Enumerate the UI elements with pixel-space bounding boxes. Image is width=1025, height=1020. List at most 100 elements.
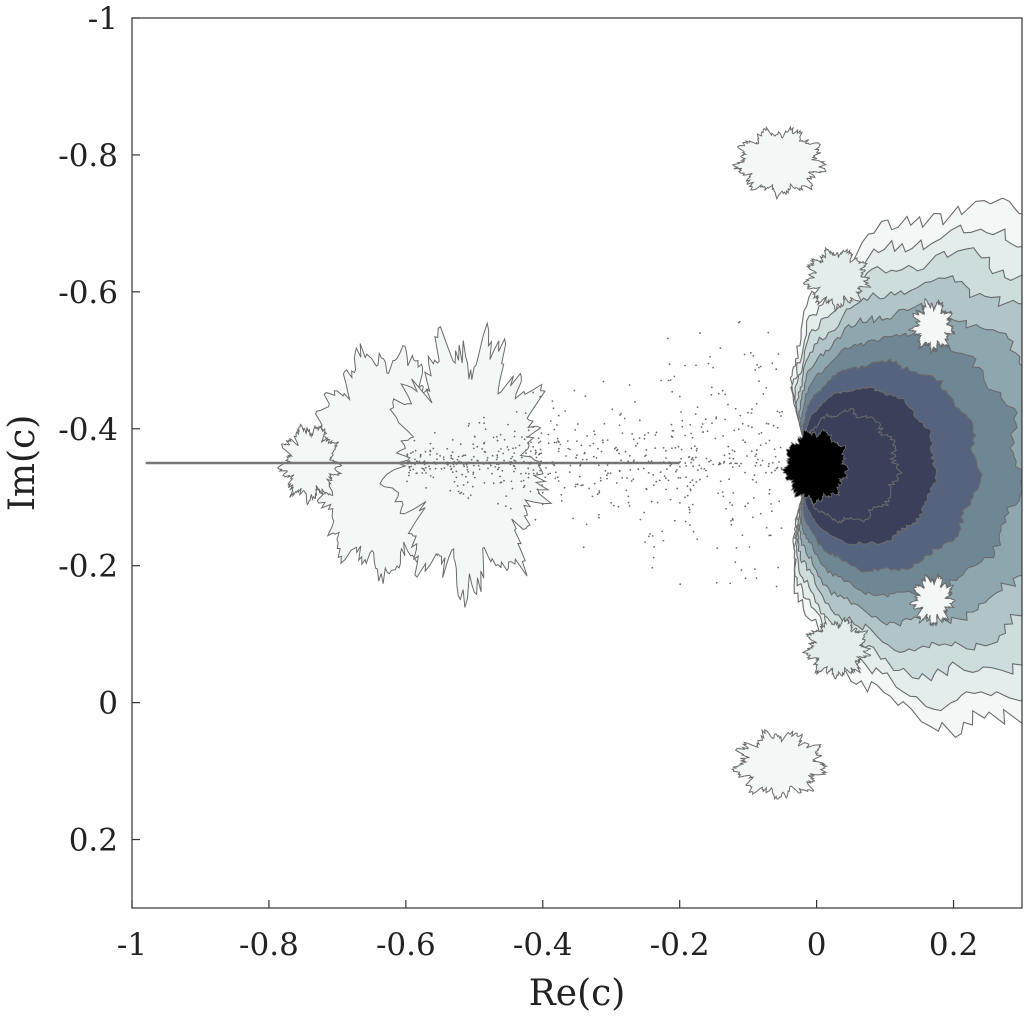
fractal-dust-dot xyxy=(510,457,512,460)
x-tick-label: 0.2 xyxy=(929,927,978,963)
fractal-dust-dot xyxy=(495,458,498,461)
y-tick-label: -1 xyxy=(88,1,118,37)
fractal-dust-dot xyxy=(498,466,500,469)
fractal-dust-dot xyxy=(572,517,574,520)
y-axis: -1 -0.8 -0.6 -0.4 -0.2 0 0.2 xyxy=(58,1,140,859)
fractal-dust-dot xyxy=(581,458,584,461)
fractal-dust-dot xyxy=(527,442,530,445)
fractal-dust-dot xyxy=(406,453,409,456)
fractal-dust-dot xyxy=(643,437,646,440)
fractal-dust-dot xyxy=(722,462,725,464)
fractal-dust-dot xyxy=(690,461,693,464)
fractal-dust-dot xyxy=(627,460,630,463)
fractal-dust-dot xyxy=(654,447,657,449)
fractal-dust-dot xyxy=(688,511,691,514)
fractal-dust-dot xyxy=(553,441,556,444)
fractal-dust-dot xyxy=(679,502,681,504)
fractal-dust-dot xyxy=(769,534,772,537)
fractal-dust-dot xyxy=(439,455,441,457)
fractal-dust-dot xyxy=(742,439,744,442)
fractal-dust-dot xyxy=(559,443,562,446)
fractal-dust-dot xyxy=(665,457,667,459)
fractal-dust-dot xyxy=(631,433,634,435)
fractal-dust-dot xyxy=(659,471,662,473)
fractal-dust-dot xyxy=(576,440,578,442)
fractal-dust-dot xyxy=(560,500,563,502)
fractal-dust-dot xyxy=(667,379,670,382)
fractal-dust-dot xyxy=(765,526,768,529)
y-tick-label: 0 xyxy=(98,686,118,722)
fractal-dust-dot xyxy=(461,455,464,458)
fractal-dust-dot xyxy=(771,461,774,464)
fractal-dust-dot xyxy=(443,458,445,461)
fractal-dust-dot xyxy=(703,468,706,470)
fractal-dust-dot xyxy=(621,477,624,479)
fractal-dust-dot xyxy=(440,467,443,470)
fractal-dust-dot xyxy=(645,449,648,451)
fractal-dust-dot xyxy=(598,490,601,492)
fractal-dust-dot xyxy=(529,450,532,452)
fractal-dust-dot xyxy=(706,430,709,432)
fractal-dust-dot xyxy=(662,461,665,463)
fractal-dust-dot xyxy=(429,442,432,445)
fractal-dust-dot xyxy=(684,434,686,437)
fractal-dust-dot xyxy=(483,441,486,444)
fractal-dust-dot xyxy=(460,491,463,494)
fractal-bulb-left-middle xyxy=(379,321,553,608)
fractal-dust-dot xyxy=(734,407,737,410)
fractal-dust-dot xyxy=(706,475,709,478)
fractal-dust-dot xyxy=(508,461,511,464)
fractal-dust-dot xyxy=(419,456,422,458)
fractal-dust-dot xyxy=(765,422,768,425)
fractal-dust-dot xyxy=(615,446,617,449)
fractal-dust-dot xyxy=(514,447,517,449)
fractal-dust-dot xyxy=(412,468,415,471)
fractal-dust-dot xyxy=(695,449,698,452)
fractal-dust-dot xyxy=(618,469,621,472)
fractal-dust-dot xyxy=(549,420,552,422)
fractal-dust-dot xyxy=(497,468,499,471)
fractal-dust-dot xyxy=(651,566,654,569)
fractal-dust-dot xyxy=(767,423,770,425)
fractal-dust-dot xyxy=(681,419,684,422)
fractal-dust-dot xyxy=(527,429,530,432)
fractal-dust-dot xyxy=(676,487,679,490)
fractal-dust-dot xyxy=(765,387,768,389)
fractal-dust-dot xyxy=(679,583,682,586)
fractal-dust-dot xyxy=(560,493,563,496)
fractal-dust-dot xyxy=(692,459,695,461)
fractal-dust-dot xyxy=(580,444,583,447)
fractal-dust-dot xyxy=(599,479,602,482)
fractal-dust-dot xyxy=(545,467,547,469)
fractal-dust-dot xyxy=(495,435,498,438)
fractal-dust-dot xyxy=(478,421,481,424)
fractal-dust-dot xyxy=(409,469,412,472)
fractal-dust-dot xyxy=(499,433,502,436)
fractal-dust-dot xyxy=(721,389,724,392)
fractal-dust-dot xyxy=(607,462,609,464)
fractal-dust-dot xyxy=(591,495,594,498)
fractal-dust-dot xyxy=(453,465,455,468)
fractal-dust-dot xyxy=(486,456,489,459)
fractal-dust-dot xyxy=(614,462,617,465)
fractal-dust-dot xyxy=(675,462,678,465)
fractal-dust-dot xyxy=(574,485,577,488)
fractal-dust-dot xyxy=(496,456,499,459)
y-axis-label: Im(c) xyxy=(2,415,43,512)
fractal-dust-dot xyxy=(432,447,435,450)
fractal-dust-dot xyxy=(768,439,771,442)
fractal-dust-dot xyxy=(456,458,459,461)
x-tick-label: 0 xyxy=(807,927,827,963)
fractal-dust-dot xyxy=(551,400,554,402)
fractal-dust-dot xyxy=(484,428,487,431)
fractal-dust-dot xyxy=(747,425,750,427)
fractal-dust-dot xyxy=(436,453,438,455)
fractal-dust-dot xyxy=(669,379,672,381)
fractal-dust-dot xyxy=(727,445,730,448)
fractal-dust-dot xyxy=(554,471,557,474)
fractal-core-black xyxy=(781,428,849,507)
fractal-dust-dot xyxy=(527,476,530,479)
fractal-dust-dot xyxy=(655,431,658,434)
fractal-dust-dot xyxy=(649,533,651,535)
x-tick-label: -0.8 xyxy=(239,927,299,963)
